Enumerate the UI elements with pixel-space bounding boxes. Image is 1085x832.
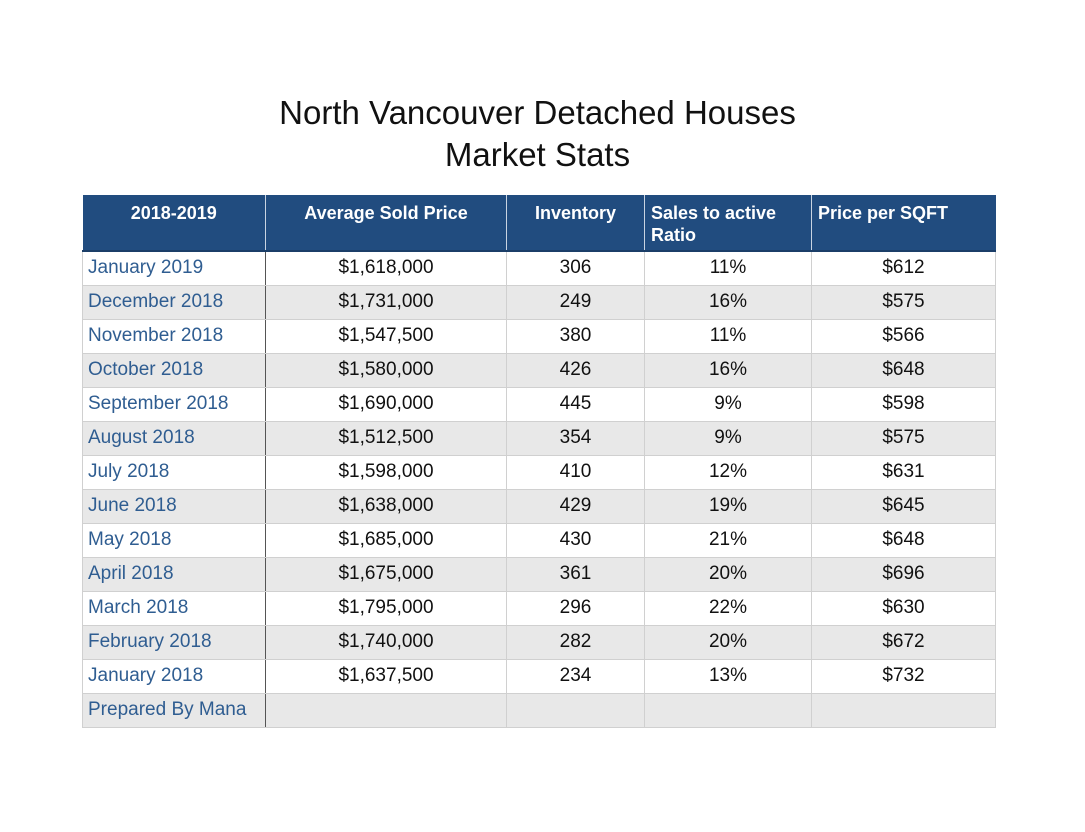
average-sold-price-cell: $1,598,000 <box>265 455 507 490</box>
price-per-sqft-cell: $645 <box>811 489 996 524</box>
inventory-cell: 410 <box>506 455 645 490</box>
sales-ratio-cell: 20% <box>644 557 812 592</box>
column-header-sales-to-active-ratio: Sales to active Ratio <box>644 195 812 252</box>
month-cell: September 2018 <box>82 387 266 422</box>
inventory-cell: 354 <box>506 421 645 456</box>
sales-ratio-cell: 11% <box>644 251 812 286</box>
price-per-sqft-cell: $566 <box>811 319 996 354</box>
price-per-sqft-cell: $612 <box>811 251 996 286</box>
month-cell: January 2019 <box>82 251 266 286</box>
average-sold-price-cell: $1,731,000 <box>265 285 507 320</box>
inventory-cell: 445 <box>506 387 645 422</box>
column-header-period: 2018-2019 <box>82 195 266 252</box>
month-cell: August 2018 <box>82 421 266 456</box>
table-row: June 2018 $1,638,000 429 19% $645 <box>82 489 996 524</box>
price-per-sqft-cell: $631 <box>811 455 996 490</box>
table-row: January 2019 $1,618,000 306 11% $612 <box>82 251 996 286</box>
inventory-cell: 249 <box>506 285 645 320</box>
average-sold-price-cell: $1,618,000 <box>265 251 507 286</box>
sales-ratio-cell: 16% <box>644 353 812 388</box>
market-stats-table: 2018-2019 Average Sold Price Inventory S… <box>82 195 996 728</box>
inventory-cell: 361 <box>506 557 645 592</box>
month-cell: January 2018 <box>82 659 266 694</box>
average-sold-price-cell: $1,580,000 <box>265 353 507 388</box>
chart-subtitle-line: Market Stats <box>444 136 631 173</box>
inventory-cell: 306 <box>506 251 645 286</box>
price-per-sqft-cell: $648 <box>811 353 996 388</box>
month-cell: November 2018 <box>82 319 266 354</box>
price-per-sqft-cell: $630 <box>811 591 996 626</box>
table-row: November 2018 $1,547,500 380 11% $566 <box>82 319 996 354</box>
average-sold-price-cell: $1,685,000 <box>265 523 507 558</box>
table-row: August 2018 $1,512,500 354 9% $575 <box>82 421 996 456</box>
average-sold-price-cell <box>265 693 507 728</box>
table-row: December 2018 $1,731,000 249 16% $575 <box>82 285 996 320</box>
month-cell: February 2018 <box>82 625 266 660</box>
chart-title-line: North Vancouver Detached Houses <box>279 94 796 131</box>
price-per-sqft-cell: $696 <box>811 557 996 592</box>
table-row: February 2018 $1,740,000 282 20% $672 <box>82 625 996 660</box>
table-row: Prepared By Mana <box>82 693 996 728</box>
table-body: January 2019 $1,618,000 306 11% $612 December… <box>82 251 996 728</box>
table-row: January 2018 $1,637,500 234 13% $732 <box>82 659 996 694</box>
chart-title: North Vancouver Detached Houses Market S… <box>0 92 1075 176</box>
sales-ratio-cell: 19% <box>644 489 812 524</box>
price-per-sqft-cell: $575 <box>811 285 996 320</box>
average-sold-price-cell: $1,638,000 <box>265 489 507 524</box>
header-row: 2018-2019 Average Sold Price Inventory S… <box>82 195 996 252</box>
price-per-sqft-cell: $575 <box>811 421 996 456</box>
sales-ratio-cell: 22% <box>644 591 812 626</box>
month-cell: October 2018 <box>82 353 266 388</box>
month-cell: May 2018 <box>82 523 266 558</box>
inventory-cell: 429 <box>506 489 645 524</box>
sales-ratio-cell: 13% <box>644 659 812 694</box>
table-row: September 2018 $1,690,000 445 9% $598 <box>82 387 996 422</box>
inventory-cell: 380 <box>506 319 645 354</box>
sales-ratio-cell: 9% <box>644 421 812 456</box>
sales-ratio-cell: 9% <box>644 387 812 422</box>
inventory-cell: 296 <box>506 591 645 626</box>
table-row: July 2018 $1,598,000 410 12% $631 <box>82 455 996 490</box>
month-cell: December 2018 <box>82 285 266 320</box>
sales-ratio-cell: 12% <box>644 455 812 490</box>
average-sold-price-cell: $1,637,500 <box>265 659 507 694</box>
column-header-inventory: Inventory <box>506 195 645 252</box>
average-sold-price-cell: $1,547,500 <box>265 319 507 354</box>
inventory-cell: 282 <box>506 625 645 660</box>
month-cell: Prepared By Mana <box>82 693 266 728</box>
price-per-sqft-cell: $732 <box>811 659 996 694</box>
month-cell: July 2018 <box>82 455 266 490</box>
table-row: April 2018 $1,675,000 361 20% $696 <box>82 557 996 592</box>
month-cell: March 2018 <box>82 591 266 626</box>
column-header-price-per-sqft: Price per SQFT <box>811 195 996 252</box>
table-row: March 2018 $1,795,000 296 22% $630 <box>82 591 996 626</box>
inventory-cell: 234 <box>506 659 645 694</box>
inventory-cell: 426 <box>506 353 645 388</box>
sales-ratio-cell: 20% <box>644 625 812 660</box>
average-sold-price-cell: $1,690,000 <box>265 387 507 422</box>
column-header-average-sold-price: Average Sold Price <box>265 195 507 252</box>
sales-ratio-cell: 21% <box>644 523 812 558</box>
price-per-sqft-cell <box>811 693 996 728</box>
table-header: 2018-2019 Average Sold Price Inventory S… <box>82 195 996 252</box>
sales-ratio-cell: 11% <box>644 319 812 354</box>
average-sold-price-cell: $1,795,000 <box>265 591 507 626</box>
table-row: October 2018 $1,580,000 426 16% $648 <box>82 353 996 388</box>
average-sold-price-cell: $1,740,000 <box>265 625 507 660</box>
average-sold-price-cell: $1,675,000 <box>265 557 507 592</box>
sales-ratio-cell <box>644 693 812 728</box>
average-sold-price-cell: $1,512,500 <box>265 421 507 456</box>
table-row: May 2018 $1,685,000 430 21% $648 <box>82 523 996 558</box>
month-cell: April 2018 <box>82 557 266 592</box>
price-per-sqft-cell: $672 <box>811 625 996 660</box>
inventory-cell <box>506 693 645 728</box>
month-cell: June 2018 <box>82 489 266 524</box>
inventory-cell: 430 <box>506 523 645 558</box>
price-per-sqft-cell: $648 <box>811 523 996 558</box>
sales-ratio-cell: 16% <box>644 285 812 320</box>
price-per-sqft-cell: $598 <box>811 387 996 422</box>
